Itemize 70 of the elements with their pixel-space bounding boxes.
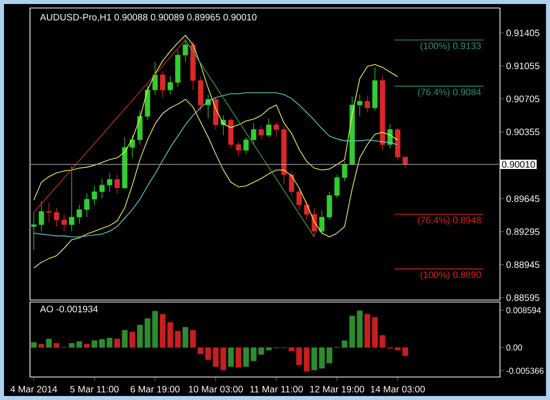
- bar: [182, 327, 188, 348]
- y-tick-label: 0.00: [506, 344, 522, 350]
- candlestick: [152, 61, 158, 95]
- y-tick-label: 0.89645: [506, 195, 540, 202]
- candlestick: [312, 207, 317, 238]
- candlestick: [364, 95, 370, 113]
- bar: [228, 347, 234, 367]
- candlestick: [182, 38, 188, 62]
- candlestick: [334, 174, 340, 199]
- candlestick: [137, 110, 143, 145]
- candlestick: [326, 191, 332, 220]
- y-tick-label: 0.90355: [506, 128, 540, 136]
- ref-line-label: (100%) 0.8890: [420, 271, 481, 280]
- candlestick: [130, 134, 135, 158]
- candlestick: [296, 188, 302, 211]
- candlestick: [236, 141, 242, 156]
- candlestick: [106, 172, 112, 192]
- bar: [30, 342, 37, 348]
- candlestick: [274, 122, 279, 138]
- candlestick: [243, 136, 249, 154]
- bar: [114, 338, 120, 348]
- ref-line-label: 0.90010: [502, 161, 535, 168]
- y-tick-label: -0.005366: [506, 368, 544, 374]
- candlestick: [38, 200, 44, 232]
- x-tick-label: 4 Mar 2014: [10, 386, 58, 392]
- candlestick: [46, 202, 52, 222]
- y-tick-label: 0.88595: [506, 294, 540, 301]
- chart-title: AO -0.001934: [40, 306, 98, 312]
- bar: [38, 344, 44, 348]
- text: AUDUSD-Pro,H1 0.90088 0.90089 0.89965 0.90010: [40, 14, 256, 22]
- candlestick: [114, 174, 120, 194]
- candlestick: [54, 207, 60, 227]
- x-tick-label: 11 Mar 11:00: [250, 386, 303, 392]
- x-tick-label: 6 Mar 19:00: [130, 386, 180, 392]
- candlestick: [99, 179, 105, 199]
- candlestick: [76, 204, 82, 224]
- candlestick: [92, 186, 98, 206]
- candlestick: [160, 70, 166, 98]
- x-tick-label: 14 Mar 03:00: [370, 386, 425, 392]
- candlestick: [84, 193, 90, 218]
- bar: [236, 347, 242, 368]
- bar: [122, 330, 128, 348]
- x-tick-label: 12 Mar 19:00: [310, 386, 364, 392]
- candlestick: [357, 94, 362, 117]
- candlestick: [61, 214, 67, 232]
- ref-line-label: (76.4%) 0.9084: [418, 88, 481, 98]
- candlestick: [304, 200, 310, 220]
- candlestick: [69, 166, 74, 232]
- candlestick: [31, 212, 36, 250]
- bar: [46, 338, 52, 348]
- x-tick-label: 10 Mar 03:00: [188, 386, 243, 392]
- ref-line-label: (76.4%) 0.8948: [418, 216, 481, 226]
- y-tick-label: 0.008594: [506, 307, 541, 314]
- y-tick-label: 0.90705: [506, 96, 540, 102]
- candlestick: [251, 122, 256, 145]
- candlestick: [288, 170, 294, 196]
- ref-line-label: (100%) 0.9133: [420, 42, 481, 51]
- candlestick: [319, 210, 324, 234]
- y-tick-label: 0.89295: [506, 228, 540, 236]
- candlestick: [258, 125, 264, 140]
- candlestick: [342, 161, 348, 182]
- x-tick-label: 5 Mar 11:00: [70, 386, 119, 392]
- bar: [129, 332, 136, 348]
- candlestick: [266, 118, 272, 138]
- candlestick: [402, 156, 408, 169]
- candlestick: [168, 75, 173, 95]
- y-tick-label: 0.91055: [506, 62, 540, 70]
- bar: [84, 344, 90, 348]
- y-tick-label: 0.88945: [506, 261, 540, 268]
- y-tick-label: 0.91405: [506, 30, 540, 36]
